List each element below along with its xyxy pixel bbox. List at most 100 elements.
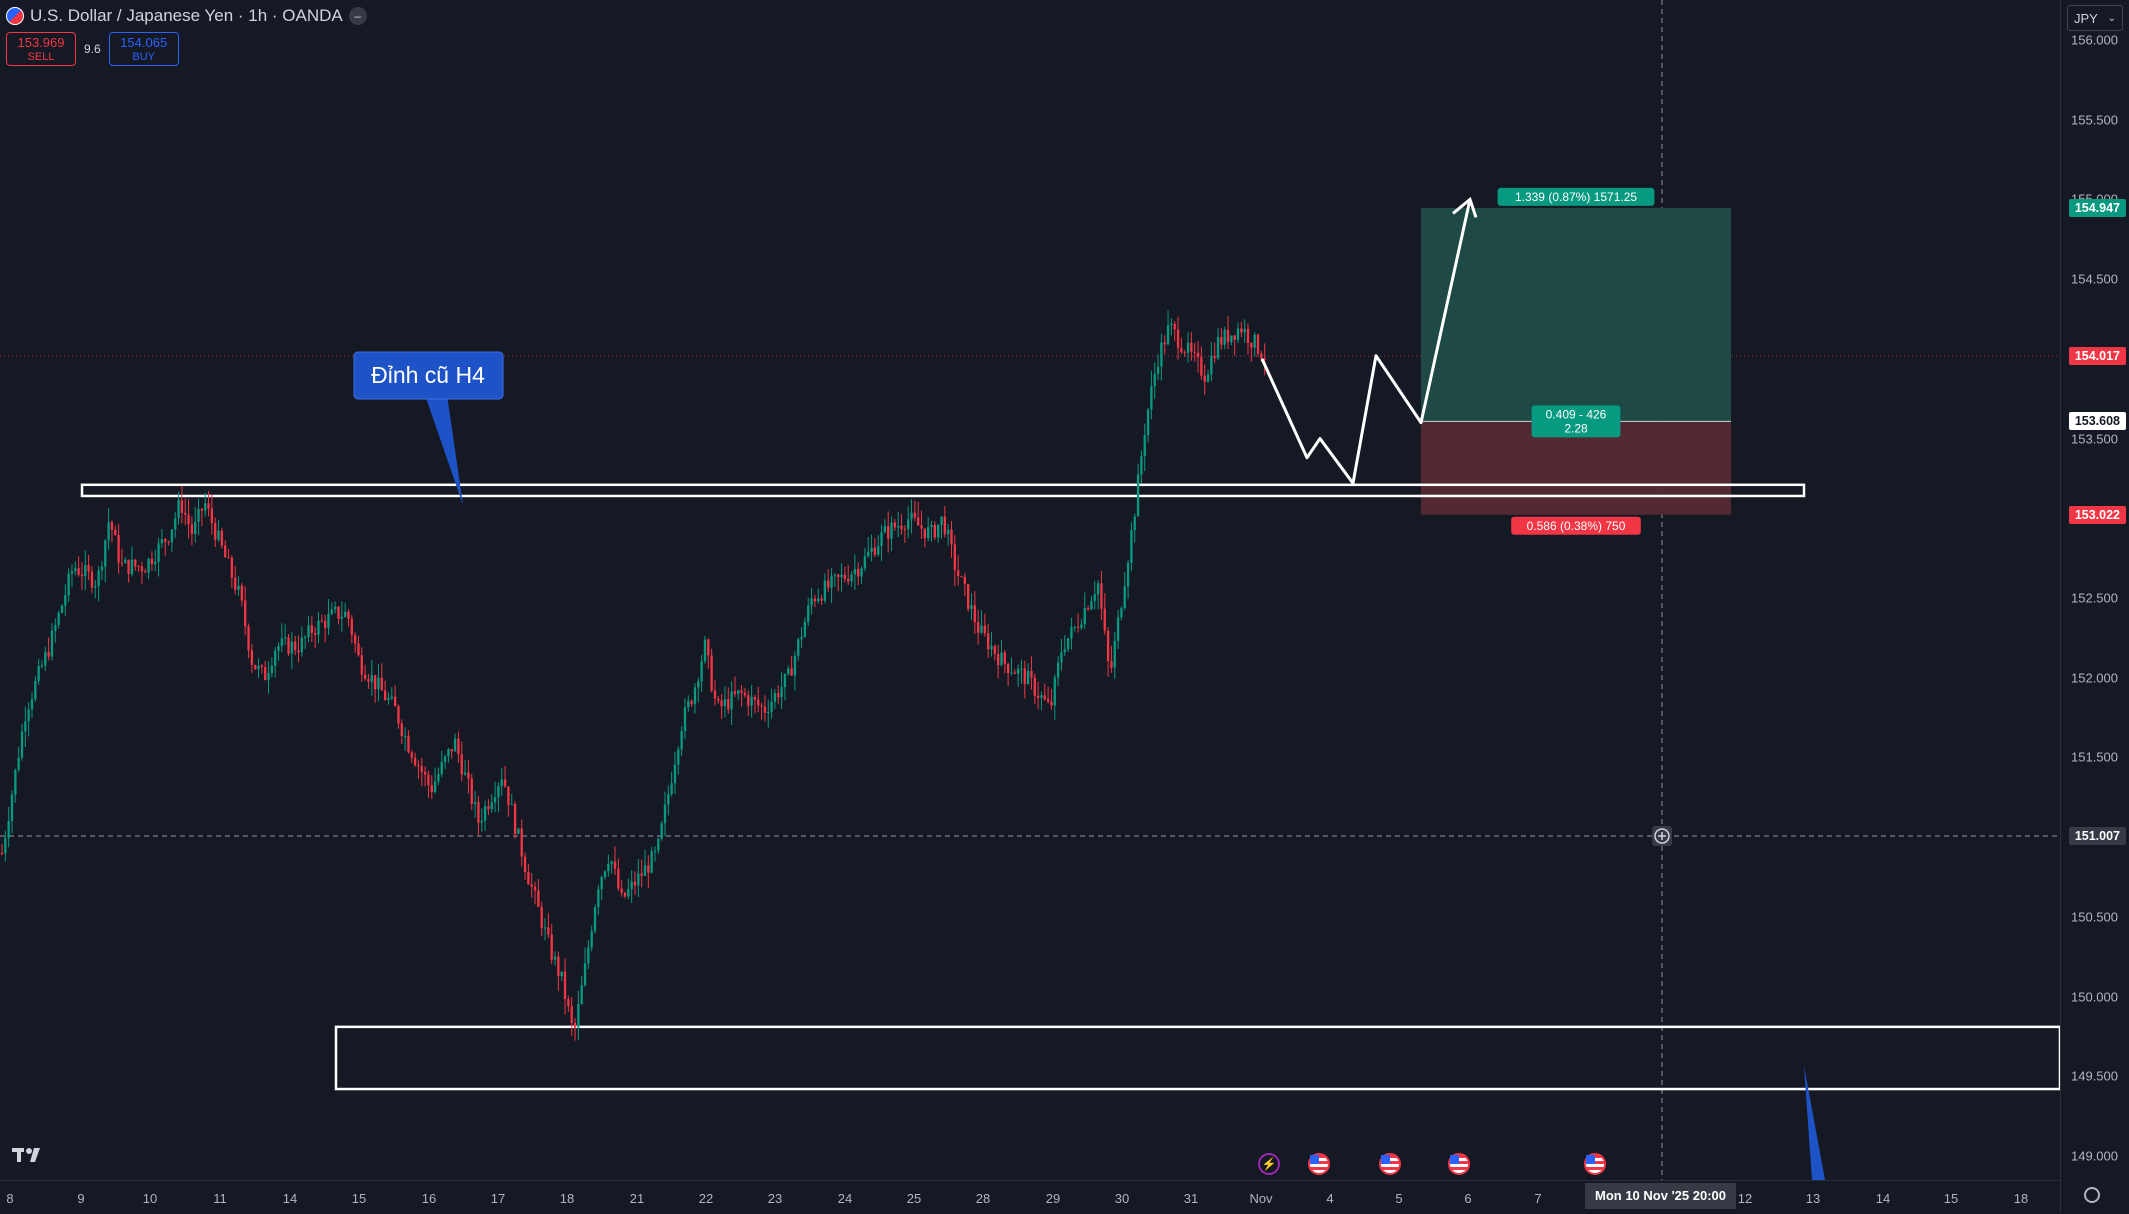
candle-body <box>1130 530 1133 563</box>
candle-body <box>590 931 593 948</box>
target-label-bg <box>1497 187 1655 206</box>
candle-body <box>1260 353 1263 359</box>
candle-body <box>77 568 80 575</box>
candle-body <box>337 606 340 619</box>
candle-body <box>433 781 437 793</box>
candle-body <box>517 828 520 834</box>
time-tick-label: 30 <box>1114 1191 1130 1206</box>
candle-body <box>527 872 530 885</box>
candle-body <box>94 586 97 588</box>
candle-body <box>453 738 457 752</box>
candle-body <box>480 820 483 823</box>
candle-body <box>720 700 723 707</box>
candle-body <box>483 806 487 821</box>
candle-body <box>100 566 104 571</box>
candle-body <box>953 544 956 571</box>
symbol-title[interactable]: U.S. Dollar / Japanese Yen · 1h · OANDA <box>30 6 343 25</box>
candle-body <box>1163 342 1166 345</box>
candle-body <box>490 802 493 810</box>
candle-body <box>1006 663 1010 674</box>
candle-body <box>520 828 523 857</box>
candle-body <box>1070 627 1073 639</box>
candle-body <box>777 693 780 698</box>
candle-body <box>1000 652 1003 666</box>
candle-body <box>317 620 320 635</box>
candle-body <box>700 661 703 682</box>
us-flag-icon[interactable] <box>1448 1153 1470 1175</box>
time-axis[interactable]: 8 9 10 11 14 15 16 17 18 21 22 23 24 25 28 29 30 31 Nov 4 5 6… <box>0 1180 2060 1214</box>
candle-body <box>693 687 697 705</box>
candle-body <box>640 873 643 876</box>
candle-body <box>850 574 853 582</box>
candle-body <box>167 541 170 543</box>
candle-body <box>1250 343 1253 348</box>
candle-body <box>930 524 933 528</box>
candle-body <box>1156 366 1160 374</box>
candle-body <box>963 576 966 585</box>
time-tick-label: 13 <box>1805 1191 1821 1206</box>
us-flag-icon[interactable] <box>1308 1153 1330 1175</box>
candle-body <box>1243 328 1246 333</box>
candle-body <box>723 699 727 707</box>
us-flag-icon[interactable] <box>1379 1153 1401 1175</box>
candle-body <box>667 793 670 805</box>
candle-body <box>773 693 777 702</box>
candle-body <box>877 545 880 555</box>
lightning-icon[interactable]: ⚡ <box>1258 1153 1280 1175</box>
candle-body <box>1036 695 1040 698</box>
candle-body <box>630 881 633 890</box>
candle-body <box>783 673 787 688</box>
candle-body <box>107 522 110 541</box>
candle-body <box>357 643 360 656</box>
candle-body <box>1183 351 1186 353</box>
candle-body <box>207 503 210 509</box>
candle-body <box>803 622 807 637</box>
candle-body <box>637 873 640 886</box>
candle-body <box>267 672 270 680</box>
candle-body <box>1166 325 1170 345</box>
sell-button[interactable]: 153.969 SELL <box>6 32 76 66</box>
candle-body <box>1063 649 1066 653</box>
candle-body <box>1093 594 1096 601</box>
candle-body <box>707 639 710 656</box>
candle-body <box>683 707 687 732</box>
candle-body <box>503 779 507 787</box>
us-flag-icon[interactable] <box>1584 1153 1606 1175</box>
time-tick-label: 28 <box>975 1191 991 1206</box>
candle-body <box>284 637 287 639</box>
candle-body <box>50 630 54 657</box>
minus-circle-icon[interactable]: – <box>348 7 367 25</box>
candle-body <box>1236 328 1240 340</box>
price-axis[interactable]: 149.000149.500150.000150.500151.000151.5… <box>2060 0 2129 1213</box>
candle-body <box>443 756 447 762</box>
candle-body <box>470 778 473 804</box>
settings-icon[interactable] <box>2084 1187 2100 1203</box>
candle-body <box>917 517 920 526</box>
price-tick-label: 149.000 <box>2071 1148 2118 1164</box>
candle-body <box>343 611 347 617</box>
candle-body <box>750 697 753 706</box>
buy-button[interactable]: 154.065 BUY <box>108 32 179 66</box>
candle-body <box>657 838 660 851</box>
candle-body <box>70 571 74 574</box>
candle-body <box>297 650 300 653</box>
currency-selector[interactable]: JPY ⌄ <box>2067 5 2123 31</box>
price-badge: 151.007 <box>2068 827 2126 846</box>
candle-body <box>17 757 20 770</box>
projection-arrowhead <box>1452 196 1478 218</box>
plus-circle-icon <box>1654 828 1670 844</box>
candle-body <box>1043 695 1046 700</box>
candle-body <box>960 576 963 578</box>
candle-body <box>1190 342 1193 352</box>
candle-body <box>1110 660 1113 668</box>
candle-body <box>1233 335 1236 340</box>
candle-body <box>363 674 367 680</box>
price-badge: 154.947 <box>2068 198 2126 217</box>
candle-body <box>473 802 477 804</box>
tradingview-logo-icon[interactable] <box>12 1146 46 1169</box>
candle-body <box>420 766 423 772</box>
candle-body <box>800 636 803 640</box>
candle-body <box>257 665 260 670</box>
candle-body <box>1050 701 1053 706</box>
